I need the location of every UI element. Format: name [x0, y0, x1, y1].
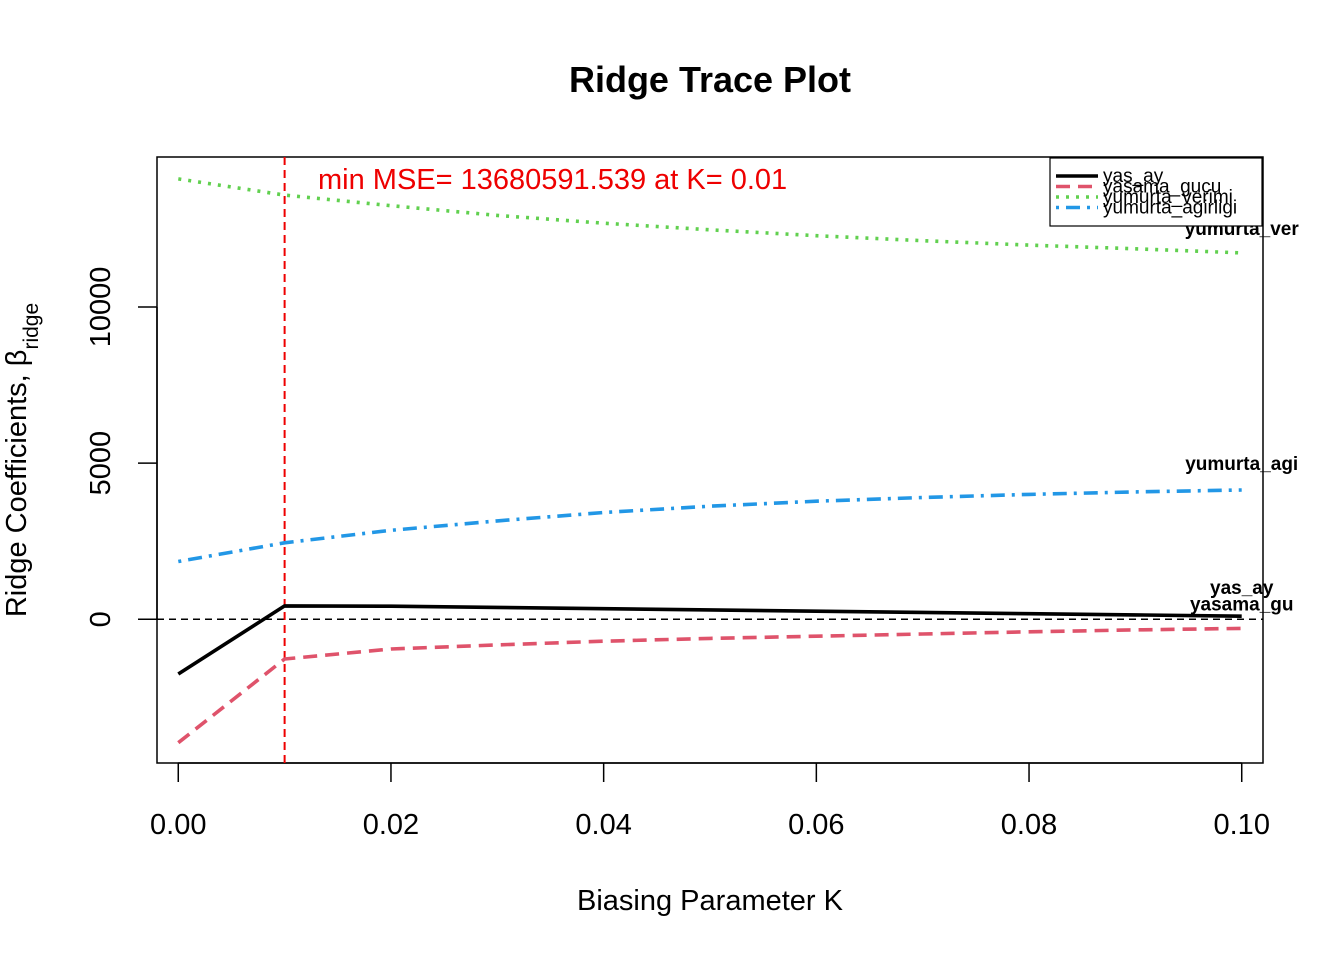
- series-end-label: yumurta_agi: [1185, 454, 1298, 475]
- series-end-label: yasama_gu: [1190, 594, 1294, 615]
- x-tick-label: 0.02: [363, 809, 419, 841]
- legend-label-yasama_gucu: yasama_gucu: [1103, 177, 1221, 198]
- min-mse-annotation: min MSE= 13680591.539 at K= 0.01: [318, 164, 787, 196]
- legend-label-yas_ay: yas_ay: [1103, 166, 1164, 187]
- y-axis-title-beta: β: [1, 350, 33, 367]
- x-tick-label: 0.00: [150, 809, 206, 841]
- x-axis: 0.00 0.02 0.04 0.06 0.08 0.10: [150, 762, 1270, 841]
- y-tick-label: 5000: [85, 431, 117, 496]
- x-tick-label: 0.04: [575, 809, 631, 841]
- legend: yas_ayyasama_gucuyumurta_verimiyumurta_a…: [1049, 157, 1263, 227]
- series-end-label: yas_ay: [1210, 578, 1274, 599]
- y-axis: 0 5000 10000: [85, 267, 158, 627]
- legend-label-yumurta_agirligi: yumurta_agirligi: [1103, 198, 1237, 219]
- series-line-yumurta_agirligi: [177, 488, 1242, 564]
- legend-box: [1049, 157, 1263, 227]
- x-tick-label: 0.08: [1001, 809, 1057, 841]
- y-axis-title-subscript: ridge: [20, 303, 43, 350]
- reference-lines: [157, 157, 1263, 763]
- legend-label-yumurta_verimi: yumurta_verimi: [1103, 187, 1233, 208]
- series-lines: [177, 177, 1242, 745]
- x-axis-title: Biasing Parameter K: [577, 885, 844, 917]
- chart-title: Ridge Trace Plot: [569, 59, 851, 100]
- y-tick-label: 10000: [85, 267, 117, 348]
- series-line-yas_ay: [177, 604, 1242, 676]
- y-tick-label: 0: [85, 611, 117, 627]
- y-axis-title: Ridge Coefficients, βridge: [1, 303, 43, 617]
- y-axis-title-main: Ridge Coefficients,: [1, 366, 33, 617]
- series-line-yasama_gucu: [177, 626, 1242, 745]
- x-tick-label: 0.10: [1214, 809, 1270, 841]
- x-tick-label: 0.06: [788, 809, 844, 841]
